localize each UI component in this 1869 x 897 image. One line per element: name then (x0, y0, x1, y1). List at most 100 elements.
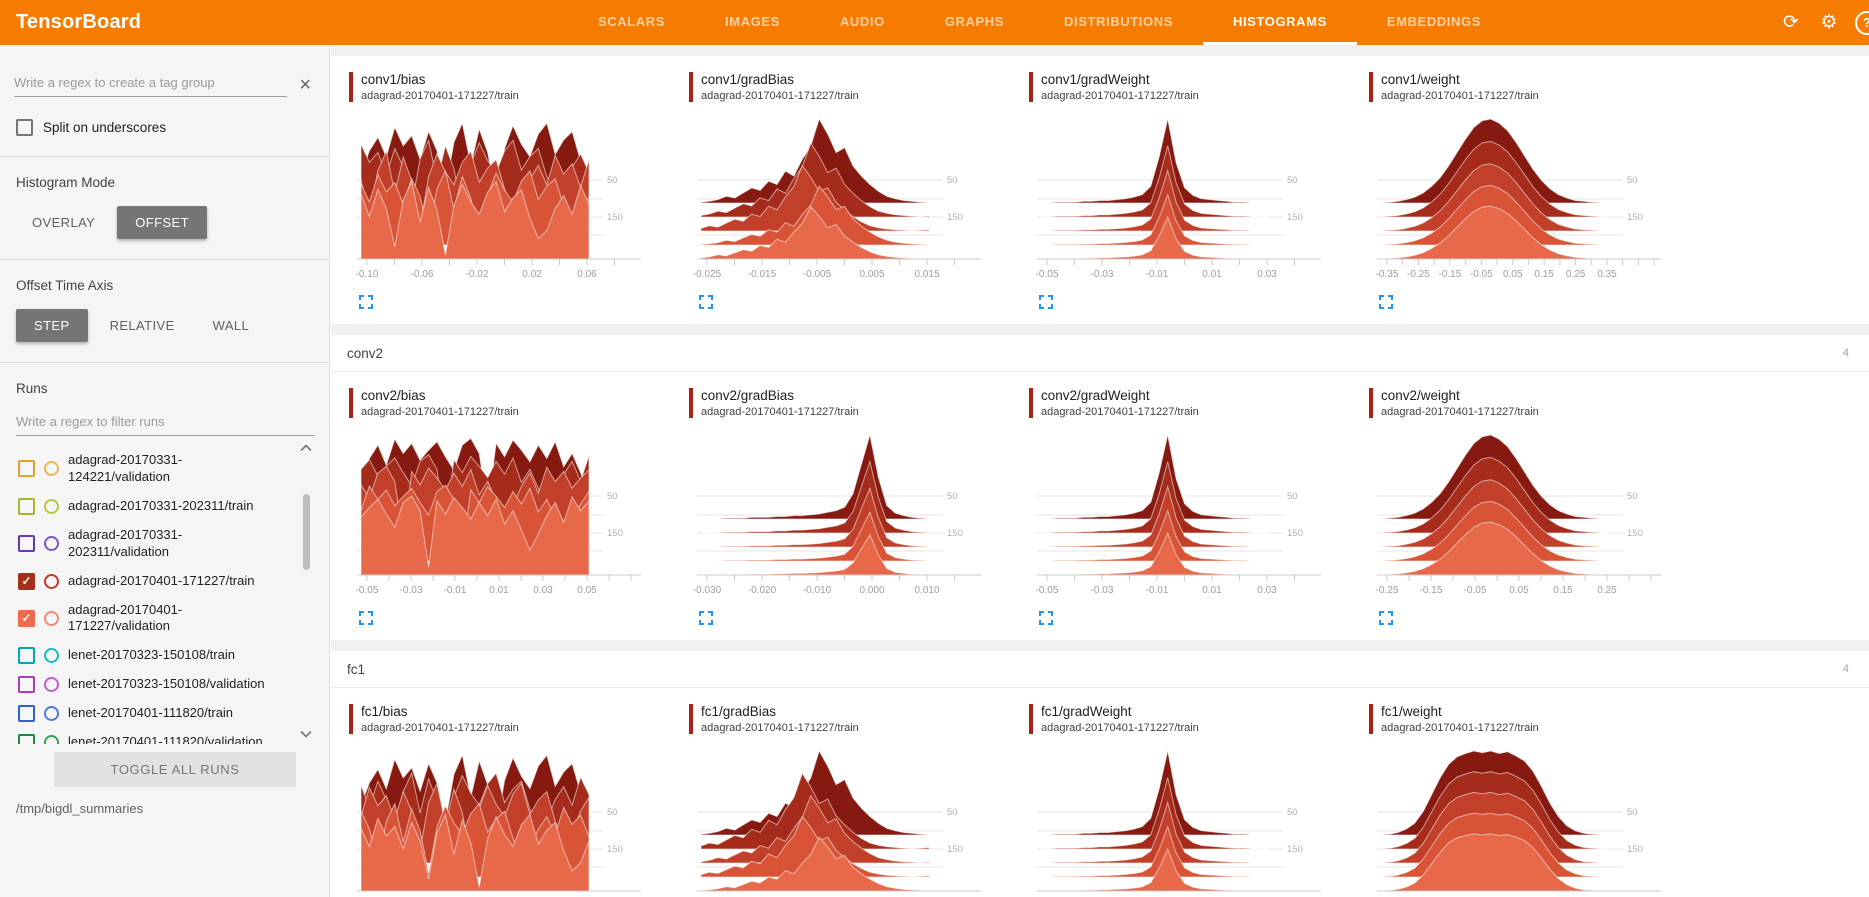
chart-header: fc1/gradBias adagrad-20170401-171227/trai… (689, 704, 1029, 734)
runs-scrollbar[interactable] (299, 442, 313, 744)
svg-text:-0.010: -0.010 (803, 585, 832, 596)
histogram-chart[interactable]: 50 150 -0.35 -0.25 -0.15 -0.05 0.05 0.15 0.25 0.3… (1369, 114, 1669, 289)
run-checkbox[interactable]: ✓ (18, 572, 35, 590)
run-color-bar (349, 704, 353, 734)
histogram-chart[interactable]: 50 150 -0.030 -0.020 -0.010 0.000 0.010 (689, 430, 989, 605)
tab-scalars[interactable]: SCALARS (598, 13, 666, 29)
expand-icon[interactable] (359, 611, 373, 628)
run-color-bar (689, 388, 693, 418)
tab-audio[interactable]: AUDIO (839, 13, 885, 29)
svg-text:0.03: 0.03 (533, 585, 553, 596)
chart-header: fc1/gradWeight adagrad-20170401-171227/tr… (1029, 704, 1369, 734)
run-checkbox[interactable] (18, 497, 35, 515)
run-checkbox[interactable] (18, 460, 35, 478)
run-item[interactable]: adagrad-20170331-202311/train (18, 492, 293, 521)
run-checkbox[interactable] (18, 535, 35, 553)
run-item[interactable]: adagrad-20170331-124221/validation (18, 446, 293, 492)
help-icon[interactable]: ? (1855, 10, 1869, 35)
runs-filter-input[interactable] (16, 410, 315, 436)
run-checkbox[interactable]: ✓ (18, 609, 35, 627)
svg-text:-0.03: -0.03 (1091, 269, 1114, 280)
split-underscores-checkbox[interactable] (16, 119, 33, 136)
svg-text:0.015: 0.015 (914, 269, 939, 280)
run-item[interactable]: lenet-20170323-150108/train (18, 641, 293, 670)
histogram-chart[interactable]: 50 150 (349, 746, 649, 897)
tab-images[interactable]: IMAGES (725, 13, 780, 29)
refresh-icon[interactable]: ⟳ (1783, 12, 1799, 33)
svg-text:50: 50 (1287, 175, 1298, 186)
chart-card: conv1/weight adagrad-20170401-171227/trai… (1369, 72, 1709, 312)
chart-title: conv1/gradBias (701, 72, 795, 87)
scroll-up-icon[interactable] (299, 444, 313, 456)
run-color-bar (689, 704, 693, 734)
chart-run-name: adagrad-20170401-171227/train (1041, 406, 1199, 418)
expand-icon[interactable] (1039, 295, 1053, 312)
divider (0, 156, 329, 157)
run-checkbox[interactable] (18, 705, 35, 723)
run-item[interactable]: adagrad-20170331-202311/validation (18, 521, 293, 567)
tab-distributions[interactable]: DISTRIBUTIONS (1064, 13, 1173, 29)
svg-text:150: 150 (607, 844, 623, 855)
histogram-chart[interactable]: 50 150 (1029, 746, 1329, 897)
run-item[interactable]: lenet-20170323-150108/validation (18, 670, 293, 699)
divider (0, 362, 329, 363)
run-color-circle[interactable] (44, 461, 59, 477)
run-checkbox[interactable] (18, 734, 35, 744)
run-item[interactable]: lenet-20170401-111820/validation (18, 728, 293, 744)
tab-histograms[interactable]: HISTOGRAMS (1202, 0, 1357, 45)
expand-icon[interactable] (1379, 611, 1393, 628)
axis-wall-button[interactable]: WALL (197, 309, 266, 342)
chart-header: conv2/gradBias adagrad-20170401-171227/tr… (689, 388, 1029, 418)
svg-text:-0.03: -0.03 (1091, 585, 1114, 596)
run-color-circle[interactable] (44, 735, 59, 744)
run-item[interactable]: lenet-20170401-111820/train (18, 699, 293, 728)
histogram-chart[interactable]: 50 150 (1369, 746, 1669, 897)
run-item[interactable]: ✓ adagrad-20170401-171227/train (18, 567, 293, 596)
chart-run-name: adagrad-20170401-171227/train (1041, 722, 1199, 734)
histogram-chart[interactable]: 50 150 -0.025 -0.015 -0.005 0.005 0.015 (689, 114, 989, 289)
chart-title: conv1/gradWeight (1041, 72, 1150, 87)
scrollbar-thumb[interactable] (303, 494, 310, 570)
expand-icon[interactable] (1039, 611, 1053, 628)
histogram-mode-overlay-button[interactable]: OVERLAY (16, 206, 111, 239)
toggle-all-runs-button[interactable]: TOGGLE ALL RUNS (54, 752, 296, 787)
run-item[interactable]: ✓ adagrad-20170401-171227/validation (18, 596, 293, 642)
run-color-circle[interactable] (44, 610, 59, 626)
chart-header: conv1/gradWeight adagrad-20170401-171227/… (1029, 72, 1369, 102)
histogram-chart[interactable]: 50 150 (689, 746, 989, 897)
check-icon: ✓ (21, 611, 32, 626)
section-header-conv2[interactable]: conv2 4 (331, 335, 1869, 372)
tab-embeddings[interactable]: EMBEDDINGS (1386, 13, 1481, 29)
run-color-bar (1029, 704, 1033, 734)
histogram-chart[interactable]: 50 150 -0.25 -0.15 -0.05 0.05 0.15 0.25 (1369, 430, 1669, 605)
histogram-chart[interactable]: 50 150 -0.05 -0.03 -0.01 0.01 0.03 0.05 (349, 430, 649, 605)
tag-filter-input[interactable] (14, 71, 288, 97)
expand-icon[interactable] (699, 611, 713, 628)
run-color-circle[interactable] (44, 648, 59, 664)
run-color-circle[interactable] (44, 498, 59, 514)
run-checkbox[interactable] (18, 676, 35, 694)
settings-icon[interactable]: ⚙ (1820, 12, 1838, 33)
svg-text:-0.06: -0.06 (411, 269, 434, 280)
section-header-fc1[interactable]: fc1 4 (331, 651, 1869, 688)
run-color-circle[interactable] (44, 536, 59, 552)
histogram-chart[interactable]: 50 150 -0.10 -0.06 -0.02 0.02 0.06 (349, 114, 649, 289)
expand-icon[interactable] (1379, 295, 1393, 312)
axis-relative-button[interactable]: RELATIVE (94, 309, 191, 342)
tab-graphs[interactable]: GRAPHS (944, 13, 1005, 29)
svg-text:-0.10: -0.10 (356, 269, 379, 280)
run-color-circle[interactable] (44, 677, 59, 693)
run-checkbox[interactable] (18, 647, 35, 665)
expand-icon[interactable] (359, 295, 373, 312)
svg-text:50: 50 (947, 175, 958, 186)
run-color-circle[interactable] (44, 706, 59, 722)
run-color-circle[interactable] (44, 573, 59, 589)
histogram-mode-offset-button[interactable]: OFFSET (117, 206, 207, 239)
scroll-down-icon[interactable] (299, 730, 313, 742)
histogram-chart[interactable]: 50 150 -0.05 -0.03 -0.01 0.01 0.03 (1029, 114, 1329, 289)
clear-tag-filter-icon[interactable]: × (299, 74, 311, 96)
axis-step-button[interactable]: STEP (16, 309, 88, 342)
expand-icon[interactable] (699, 295, 713, 312)
histogram-chart[interactable]: 50 150 -0.05 -0.03 -0.01 0.01 0.03 (1029, 430, 1329, 605)
chart-header: conv1/gradBias adagrad-20170401-171227/tr… (689, 72, 1029, 102)
